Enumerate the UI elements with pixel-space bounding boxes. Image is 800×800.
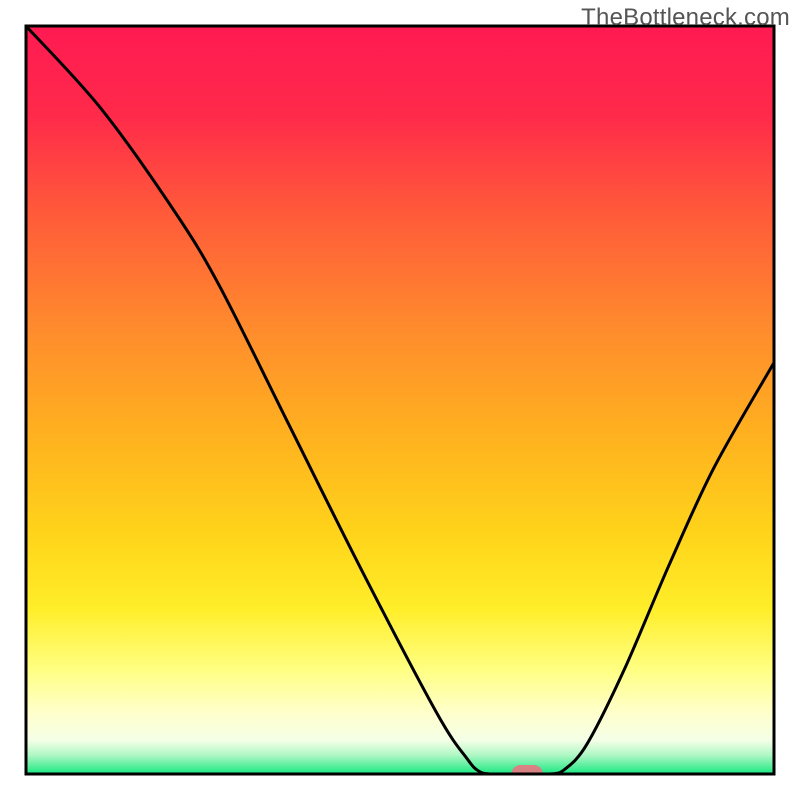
watermark-text: TheBottleneck.com <box>581 4 790 32</box>
bottleneck-chart <box>0 0 800 800</box>
chart-background <box>26 26 774 774</box>
chart-root: TheBottleneck.com <box>0 0 800 800</box>
